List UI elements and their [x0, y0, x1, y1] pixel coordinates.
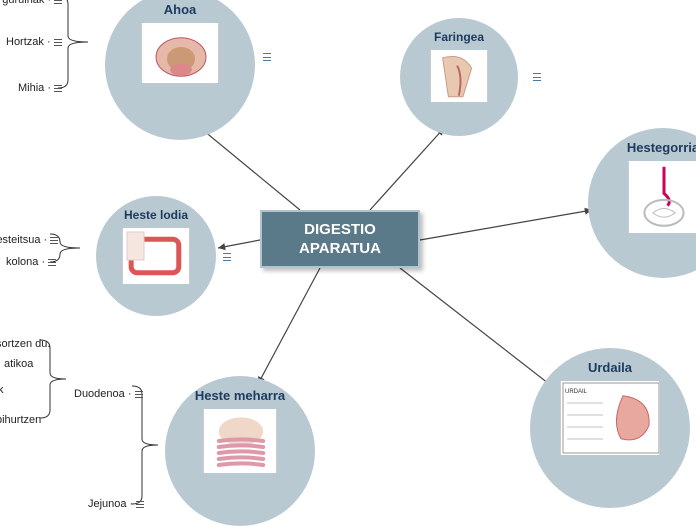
- node-title: Hestegorria: [627, 140, 696, 155]
- center-line1: DIGESTIO: [299, 220, 381, 240]
- list-icon: [54, 39, 62, 46]
- node-title: Urdaila: [588, 360, 632, 375]
- sub-label[interactable]: kolona ·: [6, 256, 56, 268]
- node-title: Heste lodia: [124, 208, 188, 222]
- list-icon: [136, 501, 144, 508]
- list-icon: [135, 391, 143, 398]
- node-heste-meharra[interactable]: Heste meharra: [165, 376, 315, 526]
- sub-label[interactable]: atikoa: [4, 358, 33, 370]
- node-image: [430, 50, 488, 102]
- node-title: Faringea: [434, 30, 484, 44]
- node-urdaila[interactable]: Urdaila URDAIL: [530, 348, 690, 508]
- list-icon: [54, 85, 62, 92]
- sub-label[interactable]: Hortzak ·: [6, 36, 62, 48]
- node-image: URDAIL: [560, 381, 660, 455]
- mindmap-canvas: DIGESTIO APARATUA Ahoa Faringea Hestegorri…: [0, 0, 696, 520]
- list-icon: [48, 259, 56, 266]
- node-image: [141, 23, 219, 83]
- list-icon: [54, 0, 62, 4]
- center-line2: APARATUA: [299, 239, 381, 259]
- note-icon[interactable]: [222, 252, 232, 262]
- node-heste-lodia[interactable]: Heste lodia: [96, 196, 216, 316]
- node-image: [203, 409, 277, 473]
- note-icon[interactable]: [532, 72, 542, 82]
- note-icon[interactable]: [262, 52, 272, 62]
- node-title: Heste meharra: [195, 388, 285, 403]
- svg-text:URDAIL: URDAIL: [565, 389, 588, 395]
- sub-label[interactable]: tu guruinak ·: [0, 0, 62, 6]
- list-icon: [50, 237, 58, 244]
- sub-label[interactable]: Mihia ·: [18, 82, 62, 94]
- node-image: [122, 228, 190, 284]
- sub-label[interactable]: k: [0, 384, 4, 396]
- sub-label[interactable]: Duodenoa ·: [74, 388, 143, 400]
- sub-label[interactable]: lesteitsua ·: [0, 234, 58, 246]
- sub-label[interactable]: pihurtzen: [0, 414, 41, 426]
- node-title: Ahoa: [164, 2, 197, 17]
- node-faringea[interactable]: Faringea: [400, 18, 518, 136]
- center-topic[interactable]: DIGESTIO APARATUA: [260, 210, 420, 268]
- sub-label[interactable]: sortzen du.: [0, 338, 50, 350]
- node-image: [628, 161, 696, 233]
- sub-label[interactable]: Jejunoa ·: [88, 498, 144, 510]
